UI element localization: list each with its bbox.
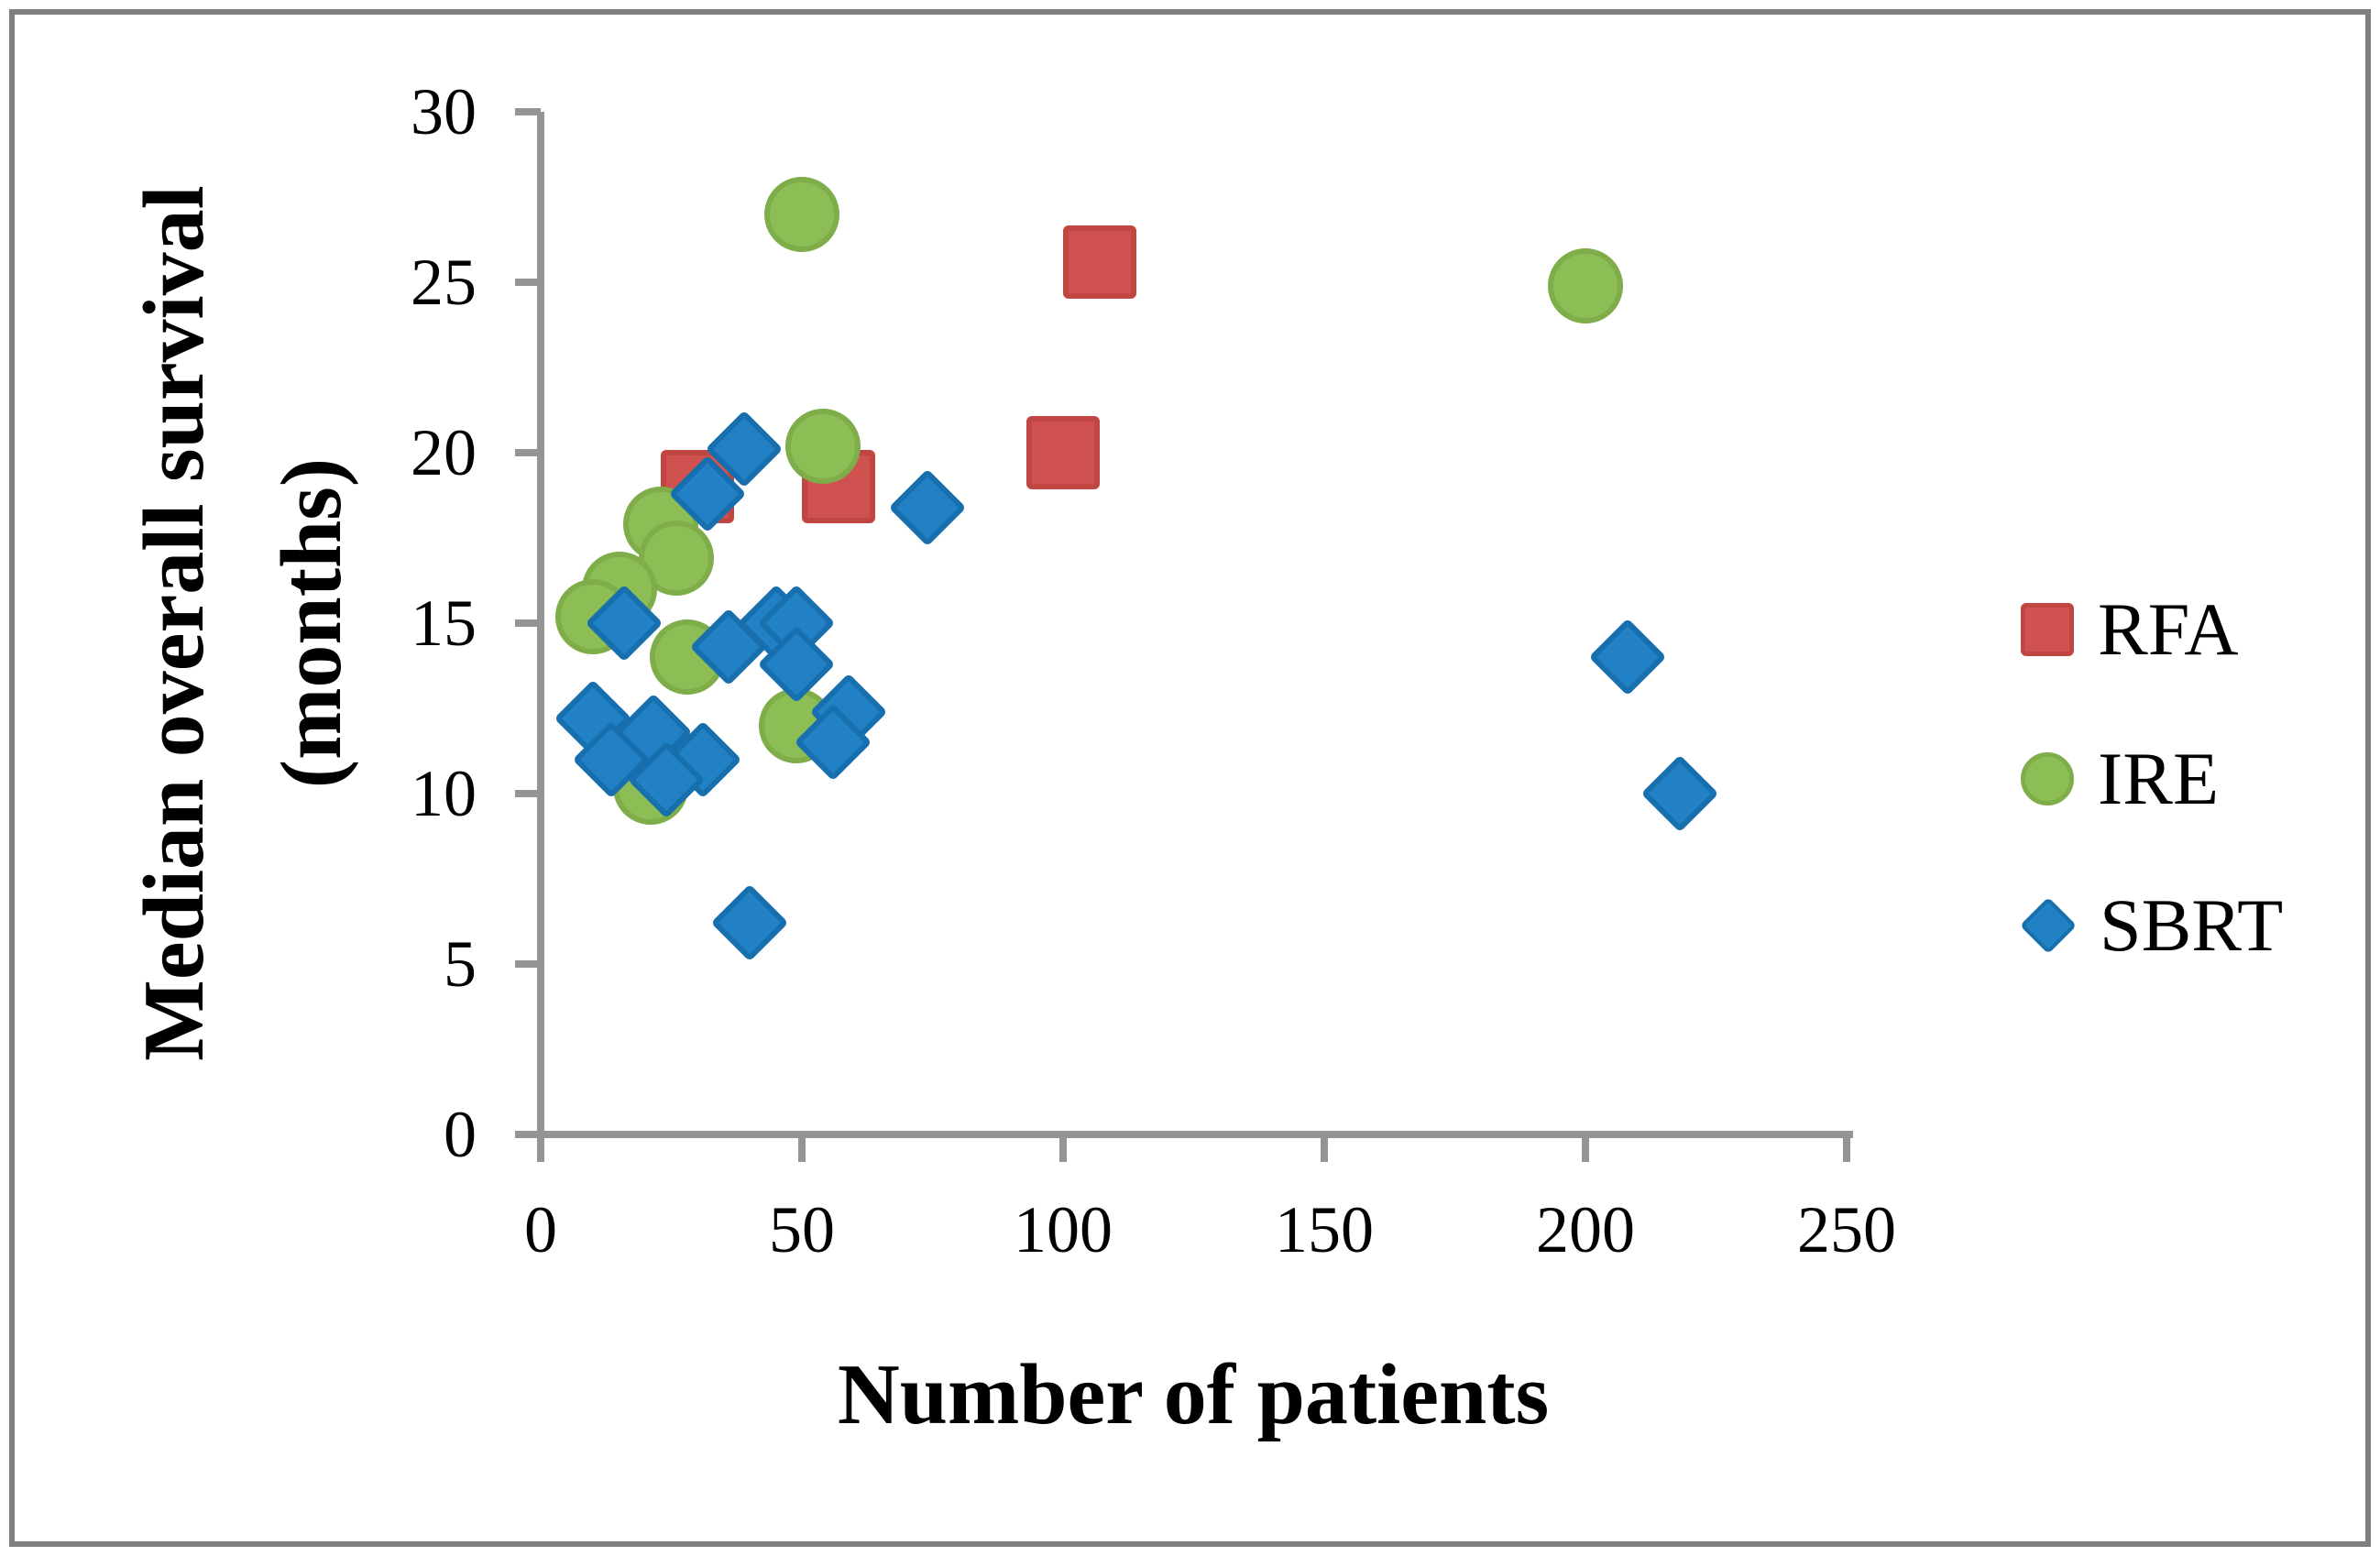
ire-circle-icon	[2021, 752, 2074, 805]
y-axis-line	[537, 112, 544, 1138]
x-tick-label: 50	[769, 1193, 835, 1266]
figure-border	[9, 9, 2371, 1547]
data-point-ire	[784, 408, 861, 484]
y-tick-label: 10	[411, 757, 477, 830]
y-tick	[515, 960, 541, 968]
y-tick-label: 25	[411, 246, 477, 319]
legend-label-ire: IRE	[2098, 737, 2220, 820]
x-tick	[537, 1134, 544, 1162]
data-point-rfa	[1026, 416, 1100, 489]
x-tick	[1843, 1134, 1850, 1162]
x-tick	[1321, 1134, 1328, 1162]
rfa-square-icon	[2021, 603, 2074, 656]
legend-label-sbrt: SBRT	[2100, 883, 2284, 967]
x-axis-title: Number of patients	[837, 1347, 1550, 1442]
x-tick	[1582, 1134, 1589, 1162]
data-point-rfa	[1062, 225, 1136, 299]
x-tick	[798, 1134, 806, 1162]
y-axis-title: Median overall survival (months)	[105, 55, 380, 1191]
y-tick-label: 20	[411, 416, 477, 489]
y-axis-title-line2: (months)	[264, 457, 359, 789]
y-tick	[515, 108, 541, 115]
x-tick-label: 250	[1797, 1193, 1896, 1266]
x-axis-line	[537, 1131, 1853, 1138]
data-point-ire	[764, 176, 839, 252]
y-tick	[515, 619, 541, 627]
legend-label-rfa: RFA	[2098, 587, 2239, 671]
x-tick-label: 150	[1275, 1193, 1374, 1266]
data-point-ire	[1548, 247, 1623, 323]
y-tick	[515, 1131, 541, 1138]
legend-entry-sbrt: SBRT	[2019, 883, 2284, 967]
y-tick	[515, 449, 541, 456]
x-tick-label: 0	[524, 1193, 557, 1266]
x-tick-label: 100	[1014, 1193, 1113, 1266]
y-tick-label: 30	[411, 75, 477, 148]
x-tick-label: 200	[1536, 1193, 1635, 1266]
y-tick	[515, 790, 541, 797]
y-tick-label: 5	[444, 927, 477, 1001]
y-tick	[515, 279, 541, 286]
y-tick-label: 15	[411, 586, 477, 660]
legend-entry-ire: IRE	[2021, 737, 2220, 820]
y-axis-title-line1: Median overall survival	[126, 185, 222, 1061]
sbrt-diamond-icon	[2019, 896, 2078, 955]
y-tick-label: 0	[444, 1098, 477, 1171]
x-tick	[1059, 1134, 1067, 1162]
legend-entry-rfa: RFA	[2021, 587, 2239, 671]
